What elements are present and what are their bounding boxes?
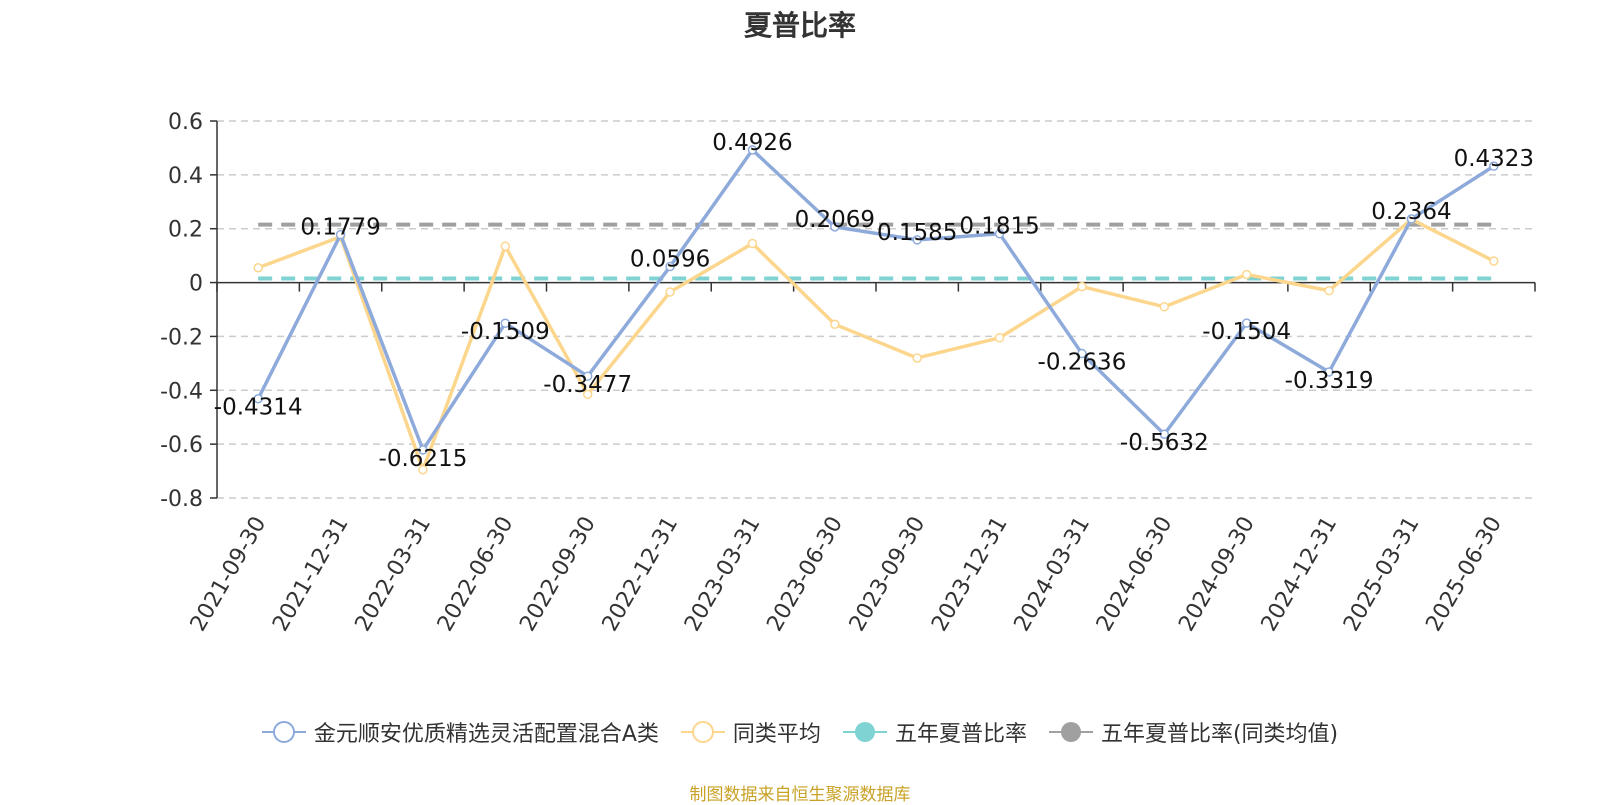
- x-tick-label: 2025-03-31: [1339, 513, 1425, 636]
- x-tick-label: 2023-03-31: [680, 513, 766, 636]
- x-tick-label: 2023-12-31: [927, 513, 1013, 636]
- x-tick-label: 2021-12-31: [268, 513, 354, 636]
- peer-average-point: [1241, 269, 1252, 280]
- legend-circle-icon: [680, 720, 725, 744]
- fund-data-label: 0.2364: [1371, 199, 1451, 225]
- x-tick-label: 2025-06-30: [1421, 513, 1507, 636]
- fund-point: [1324, 367, 1334, 377]
- legend-item-fund[interactable]: 金元顺安优质精选灵活配置混合A类: [261, 716, 659, 748]
- y-tick-label: -0.2: [160, 325, 203, 350]
- x-tick-label: 2023-09-30: [845, 513, 931, 636]
- fund-point: [1406, 214, 1417, 224]
- fund-data-label: -0.3477: [543, 372, 632, 398]
- legend-dot-icon: [1048, 720, 1093, 744]
- peer-average-point: [665, 287, 675, 297]
- fund-data-label: 0.0596: [630, 247, 710, 273]
- x-tick-label: 2022-06-30: [433, 513, 519, 636]
- x-tick-label: 2023-06-30: [762, 513, 848, 636]
- x-tick-label: 2024-06-30: [1092, 513, 1178, 636]
- fund-data-label: -0.2636: [1038, 350, 1127, 376]
- fund-point: [1159, 429, 1170, 439]
- peer-average-point: [830, 319, 840, 330]
- legend-label-fund: 金元顺安优质精选灵活配置混合A类: [313, 722, 659, 747]
- fund-data-label: 0.1815: [959, 214, 1039, 240]
- fund-point: [830, 222, 840, 232]
- fund-point: [418, 445, 428, 455]
- legend-item-peer-average[interactable]: 同类平均: [680, 716, 821, 748]
- fund-data-label: -0.5632: [1120, 430, 1209, 456]
- fund-point: [994, 228, 1005, 239]
- fund-point: [912, 235, 922, 245]
- peer-average-point: [500, 241, 511, 251]
- peer-average-line: [257, 217, 1495, 472]
- y-tick-label: 0.4: [168, 164, 203, 189]
- fund-data-label: 0.2069: [795, 207, 875, 233]
- peer-average-point: [1159, 302, 1170, 312]
- fund-point: [253, 393, 263, 404]
- y-tick-label: -0.6: [160, 433, 203, 458]
- x-tick-label: 2022-12-31: [598, 513, 684, 636]
- legend-circle-icon: [261, 720, 306, 744]
- peer-average-point: [747, 238, 758, 249]
- x-tick-label: 2022-03-31: [351, 513, 437, 636]
- legend-item-five-year-sharpe[interactable]: 五年夏普比率: [842, 716, 1027, 748]
- x-tick-label: 2024-12-31: [1257, 513, 1343, 636]
- peer-average-point: [253, 263, 263, 273]
- fund-line: [256, 148, 1495, 452]
- legend-item-five-year-sharpe-peer[interactable]: 五年夏普比率(同类均值): [1048, 716, 1339, 748]
- legend-dot-icon: [842, 720, 887, 744]
- fund-point: [1241, 318, 1252, 328]
- fund-point: [582, 371, 593, 381]
- fund-data-label: -0.3319: [1285, 368, 1374, 394]
- legend-label-peer-average: 同类平均: [732, 722, 821, 747]
- x-tick-label: 2021-09-30: [186, 513, 272, 636]
- fund-data-label: 0.1779: [300, 215, 380, 241]
- peer-average-point: [1077, 281, 1087, 292]
- chart-title: 夏普比率: [743, 9, 856, 42]
- peer-average-point: [994, 333, 1005, 343]
- y-tick-label: 0.6: [168, 110, 203, 135]
- peer-average-point: [1324, 285, 1334, 296]
- legend-label-five-year-sharpe-peer: 五年夏普比率(同类均值): [1100, 722, 1339, 747]
- y-tick-label: -0.8: [160, 487, 203, 512]
- y-tick-label: -0.4: [160, 379, 203, 404]
- fund-data-label: -0.4314: [214, 395, 303, 421]
- fund-point: [1489, 161, 1499, 171]
- fund-point: [665, 261, 675, 272]
- x-tick-label: 2024-09-30: [1174, 513, 1260, 636]
- fund-data-label: -0.6215: [379, 446, 468, 472]
- legend-label-five-year-sharpe: 五年夏普比率: [894, 722, 1027, 747]
- fund-point: [335, 229, 346, 240]
- fund-data-label: 0.1585: [877, 220, 957, 246]
- data-source-note: 制图数据来自恒生聚源数据库: [689, 785, 911, 805]
- x-tick-label: 2024-03-31: [1010, 513, 1096, 636]
- fund-data-label: -0.1504: [1202, 319, 1291, 345]
- y-tick-label: 0: [189, 272, 203, 297]
- fund-data-label: 0.4323: [1454, 146, 1534, 172]
- fund-point: [747, 145, 758, 155]
- legend: 金元顺安优质精选灵活配置混合A类 同类平均 五年夏普比率 五年夏普比率(同类均值…: [0, 716, 1600, 748]
- fund-point: [500, 318, 511, 328]
- fund-point: [1077, 348, 1087, 359]
- peer-average-point: [418, 464, 428, 475]
- peer-average-point: [582, 389, 593, 400]
- x-tick-label: 2022-09-30: [515, 513, 601, 636]
- fund-data-label: -0.1509: [461, 319, 550, 345]
- peer-average-point: [1489, 256, 1499, 266]
- fund-data-label: 0.4926: [712, 130, 792, 156]
- peer-average-point: [912, 353, 922, 363]
- y-tick-label: 0.2: [168, 218, 203, 243]
